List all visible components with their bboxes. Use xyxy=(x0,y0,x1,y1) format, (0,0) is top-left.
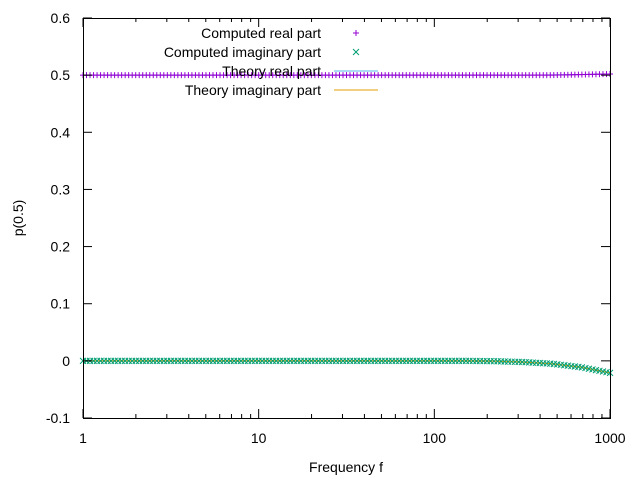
cross-bar-b xyxy=(582,364,589,372)
y-tick-label: 0.1 xyxy=(51,296,71,312)
cross-bar-b xyxy=(589,366,596,373)
x-tick-label: 10 xyxy=(251,430,267,446)
cross-bar-b xyxy=(564,362,572,369)
legend-label: Theory imaginary part xyxy=(185,82,321,98)
cross-bar-b xyxy=(557,361,565,369)
cross-bar-b xyxy=(352,48,360,56)
cross-bar-b xyxy=(578,364,586,371)
y-tick-label: 0.2 xyxy=(51,239,71,255)
cross-bar-b xyxy=(550,360,558,368)
cross-bar-b xyxy=(585,365,593,373)
legend-label: Computed imaginary part xyxy=(164,44,321,60)
cross-bar-b xyxy=(560,361,568,369)
legend-label: Theory real part xyxy=(222,63,321,79)
legend-marker-cross xyxy=(352,48,360,56)
series-0-points xyxy=(80,71,613,79)
y-tick-label: 0.3 xyxy=(51,181,71,197)
x-tick-label: 1000 xyxy=(594,430,625,446)
cross-bar-b xyxy=(553,361,561,368)
cross-bar-b xyxy=(599,368,607,375)
cross-bar-b xyxy=(596,367,603,375)
legend-label: Computed real part xyxy=(201,25,321,41)
y-tick-label: 0.5 xyxy=(51,67,71,83)
x-tick-label: 100 xyxy=(423,430,447,446)
y-tick-label: 0 xyxy=(62,353,70,369)
cross-bar-b xyxy=(571,363,579,370)
y-tick-label: 0.4 xyxy=(51,124,71,140)
cross-bar-b xyxy=(546,360,554,368)
plot-border xyxy=(83,18,611,419)
cross-bar-b xyxy=(603,368,610,376)
y-tick-label: -0.1 xyxy=(46,410,70,426)
y-tick-label: 0.6 xyxy=(51,10,71,26)
cross-bar-b xyxy=(567,362,575,370)
legend: Computed real part Computed imaginary par… xyxy=(164,25,378,98)
x-tick-label: 1 xyxy=(79,430,87,446)
series-1-points xyxy=(79,357,614,377)
y-axis-label: p(0.5) xyxy=(10,200,26,237)
x-axis-label: Frequency f xyxy=(309,459,383,475)
cross-bar-b xyxy=(592,366,600,374)
cross-bar-b xyxy=(575,363,582,371)
legend-marker-plus xyxy=(353,30,359,36)
series-layer xyxy=(79,71,614,377)
ticks-layer: 1 10 100 1000 -0.1 0 0.1 0.2 0.3 0.4 0.5 0.6 xyxy=(46,10,626,446)
